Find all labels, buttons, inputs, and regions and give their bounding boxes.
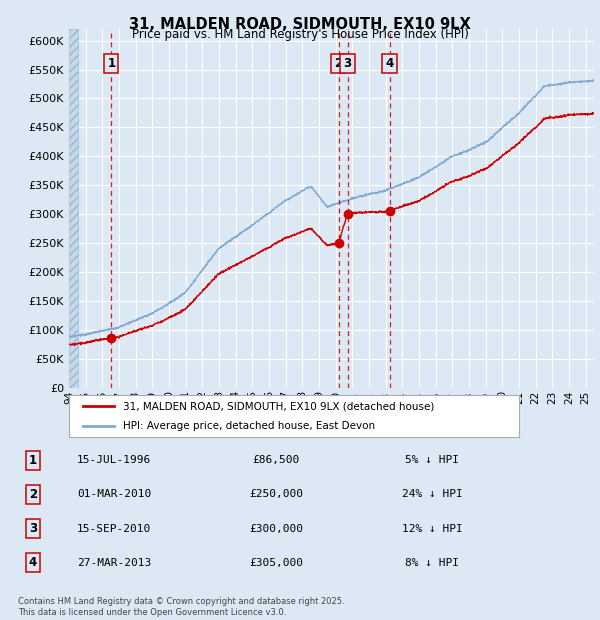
Text: £86,500: £86,500 [253,455,299,466]
Text: 1: 1 [29,454,37,467]
Text: 3: 3 [343,57,352,70]
Text: 4: 4 [385,57,394,70]
Text: 8% ↓ HPI: 8% ↓ HPI [405,557,459,568]
Text: 01-MAR-2010: 01-MAR-2010 [77,489,151,500]
Text: 15-JUL-1996: 15-JUL-1996 [77,455,151,466]
Text: 15-SEP-2010: 15-SEP-2010 [77,523,151,534]
Text: 2: 2 [334,57,343,70]
Text: 31, MALDEN ROAD, SIDMOUTH, EX10 9LX: 31, MALDEN ROAD, SIDMOUTH, EX10 9LX [129,17,471,32]
Text: 31, MALDEN ROAD, SIDMOUTH, EX10 9LX (detached house): 31, MALDEN ROAD, SIDMOUTH, EX10 9LX (det… [123,401,434,411]
Text: £305,000: £305,000 [249,557,303,568]
Text: 2: 2 [29,488,37,501]
Text: 3: 3 [29,522,37,535]
Text: HPI: Average price, detached house, East Devon: HPI: Average price, detached house, East… [123,421,375,431]
Text: £250,000: £250,000 [249,489,303,500]
Text: 1: 1 [107,57,115,70]
Text: 27-MAR-2013: 27-MAR-2013 [77,557,151,568]
Text: Contains HM Land Registry data © Crown copyright and database right 2025.
This d: Contains HM Land Registry data © Crown c… [18,598,344,617]
Text: 24% ↓ HPI: 24% ↓ HPI [401,489,463,500]
Text: Price paid vs. HM Land Registry's House Price Index (HPI): Price paid vs. HM Land Registry's House … [131,28,469,41]
Text: 5% ↓ HPI: 5% ↓ HPI [405,455,459,466]
Text: 4: 4 [29,556,37,569]
Text: £300,000: £300,000 [249,523,303,534]
Text: 12% ↓ HPI: 12% ↓ HPI [401,523,463,534]
